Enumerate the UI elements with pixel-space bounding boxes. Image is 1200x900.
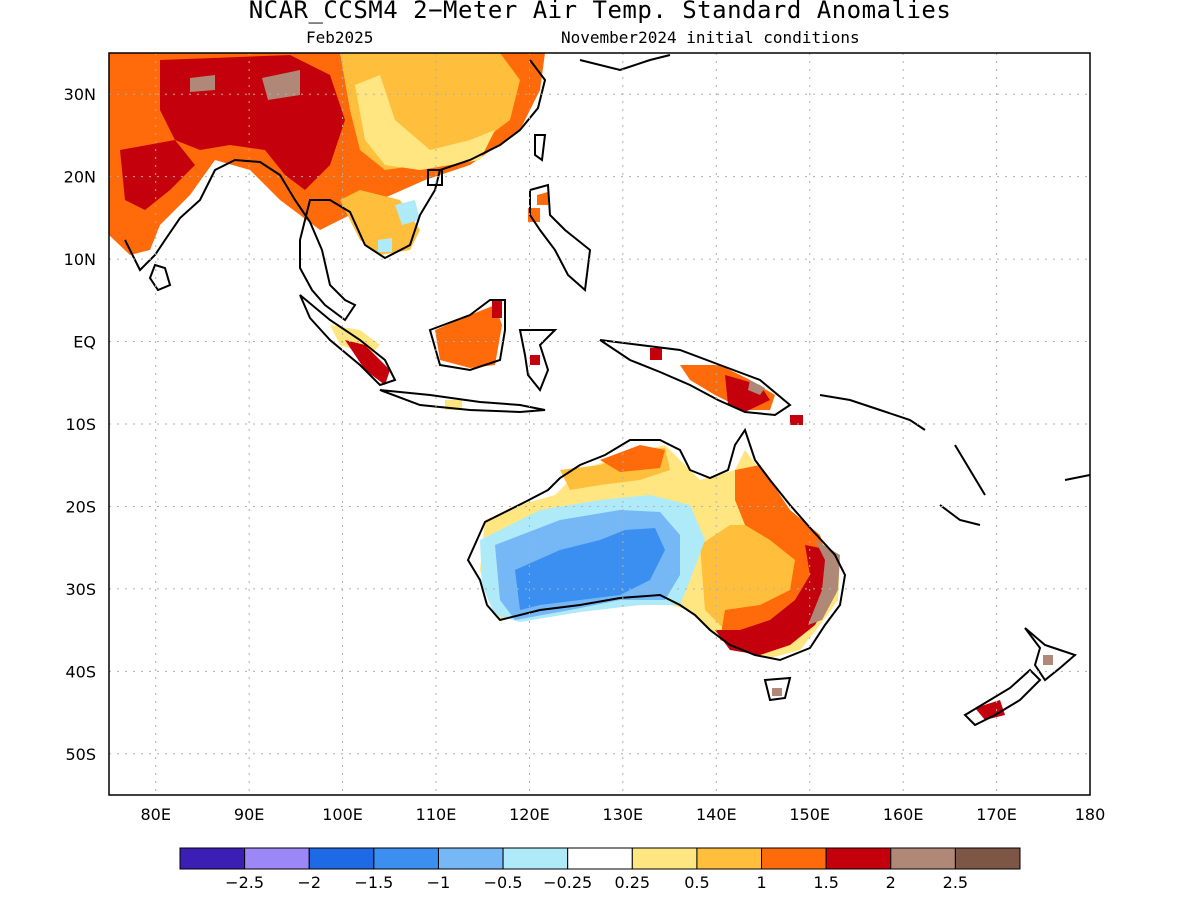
latitude-label: 30S (65, 580, 96, 599)
colorbar-swatch (373, 847, 439, 870)
colorbar-swatch (696, 847, 763, 870)
japan-coastline (579, 54, 671, 72)
borneo-anomaly-orange (435, 305, 502, 368)
longitude-label: 90E (234, 805, 264, 824)
sulawesi-coastline (518, 329, 558, 392)
colorbar-label: 0.5 (684, 873, 709, 892)
philippines-coastline (529, 183, 592, 293)
nz-anomaly-brown (1043, 655, 1053, 665)
australia-anomaly-light (560, 448, 820, 645)
colorbar-swatch (437, 847, 504, 870)
hainan-coastline (427, 169, 443, 186)
forecast-month: Feb2025 (306, 28, 374, 47)
initial-conditions: November2024 initial conditions (561, 28, 860, 47)
colorbar-swatch (825, 847, 892, 870)
colorbar-label: 1.5 (813, 873, 838, 892)
australia-anomaly-brown (808, 540, 840, 625)
sumatra-coastline (299, 294, 397, 387)
anomaly-field (109, 53, 1053, 720)
taiwan-coastline (534, 134, 547, 162)
longitude-labels: 80E 90E 100E 110E 120E 130E 140E 150E 160E 170E 18… (140, 805, 1105, 824)
longitude-label: 120E (509, 805, 550, 824)
mekong-anomaly-cool (378, 200, 420, 252)
longitude-label: 170E (976, 805, 1017, 824)
borneo-coastline (428, 299, 506, 372)
latitude-label: 30N (64, 85, 96, 104)
colorbar-swatch (631, 847, 698, 870)
colorbar-label: −1.5 (354, 873, 393, 892)
colorbar-swatch (890, 847, 956, 870)
latitude-label: 20S (65, 497, 96, 516)
latitude-label: EQ (73, 333, 96, 352)
china-anomaly-yellow (355, 75, 495, 170)
longitude-label: 80E (140, 805, 170, 824)
colorbar-swatch (761, 847, 827, 870)
latitude-label: 20N (64, 168, 96, 187)
colorbar-label: 1 (756, 873, 766, 892)
colorbar-label: −1 (427, 873, 451, 892)
longitude-label: 130E (603, 805, 644, 824)
new-guinea-coastline (599, 339, 792, 417)
australia-coastline (466, 427, 847, 662)
sulawesi-anomaly-red (530, 355, 540, 365)
colorbar-label: 2.5 (943, 873, 968, 892)
colorbar-swatch (308, 847, 375, 870)
latitude-label: 40S (65, 662, 96, 681)
india-anomaly-red (120, 140, 195, 210)
java-coastline (379, 389, 546, 414)
map-frame (108, 52, 1091, 796)
colorbar: −2.5 −2 −1.5 −1 −0.5 −0.25 0.25 0.5 1 1.5 2 2.5 (179, 847, 1021, 892)
australia-anomaly-red (715, 545, 835, 655)
png-anomaly-red (650, 348, 803, 425)
colorbar-label: 0.25 (614, 873, 650, 892)
colorbar-label: −2 (297, 873, 321, 892)
map-title: NCAR_CCSM4 2−Meter Air Temp. Standard An… (248, 0, 952, 24)
colorbar-swatch (179, 847, 246, 870)
longitude-label: 150E (789, 805, 830, 824)
tasmania-anomaly (772, 688, 782, 696)
colorbar-label: −0.25 (543, 873, 592, 892)
colorbar-swatch (502, 847, 569, 870)
coastlines (124, 54, 1090, 727)
latitude-label: 10S (65, 415, 96, 434)
colorbar-label: −2.5 (225, 873, 264, 892)
australia-anomaly-cool3 (515, 528, 665, 610)
colorbar-swatch (244, 847, 310, 870)
sri-lanka-coastline (148, 263, 172, 292)
colorbar-label: 2 (886, 873, 896, 892)
colorbar-label: −0.5 (484, 873, 523, 892)
colorbar-swatch (954, 847, 1021, 870)
sumatra-anomaly-red (345, 340, 390, 385)
png-anomaly-brown (748, 380, 765, 395)
longitude-label: 140E (696, 805, 737, 824)
longitude-label: 110E (416, 805, 457, 824)
latitude-labels: 30N 20N 10N EQ 10S 20S 30S 40S 50S (64, 85, 96, 764)
nz-north-coastline (1024, 627, 1077, 682)
asia-coastline (124, 59, 547, 322)
latitude-label: 10N (64, 250, 96, 269)
borneo-anomaly-red (492, 300, 502, 318)
australia-anomaly-orange (600, 445, 830, 655)
latitude-label: 50S (65, 745, 96, 764)
longitude-label: 160E (883, 805, 924, 824)
tibet-anomaly-brown (190, 70, 300, 100)
colorbar-swatch (567, 847, 633, 870)
graticule (109, 53, 1090, 795)
tasmania-coastline (763, 676, 792, 702)
philippines-anomaly-orange (528, 192, 548, 222)
longitude-label: 100E (322, 805, 363, 824)
longitude-label: 180 (1075, 805, 1106, 824)
nz-anomaly-red (975, 700, 1005, 720)
nz-south-coastline (963, 668, 1042, 727)
pacific-islands (819, 394, 1090, 526)
